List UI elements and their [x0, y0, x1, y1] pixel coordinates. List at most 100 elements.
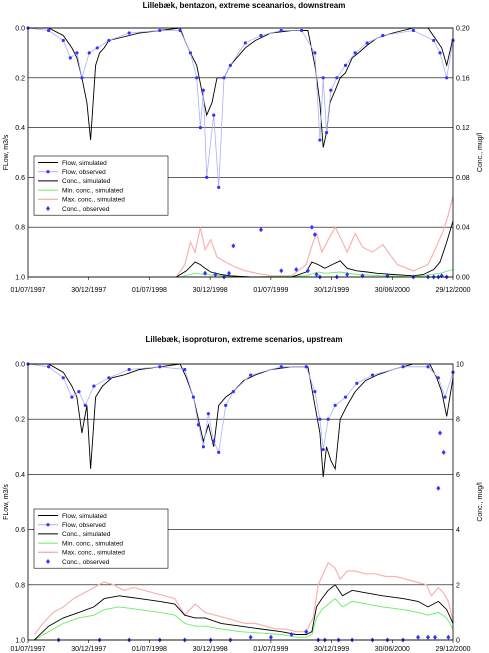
data-point	[289, 631, 294, 637]
right-tick-label: 0.04	[456, 225, 470, 232]
data-point	[206, 412, 210, 416]
legend-label: Conc., observed	[62, 206, 110, 213]
x-tick-label: 01/07/1997	[10, 646, 45, 653]
data-point	[360, 273, 365, 279]
data-point	[321, 76, 325, 80]
data-point	[107, 376, 111, 380]
data-point	[279, 268, 284, 274]
legend-marker	[46, 206, 50, 211]
series-conc-simulated	[176, 220, 454, 278]
data-point	[370, 373, 375, 377]
legend-label: Max. conc., simulated	[62, 197, 125, 204]
data-point	[326, 417, 330, 421]
y-axis-label-right: Conc., mug/l	[477, 482, 484, 522]
data-point	[80, 76, 84, 80]
data-point	[446, 634, 451, 640]
left-tick-label: 1.0	[15, 275, 25, 282]
left-tick-label: 0.2	[15, 417, 25, 424]
data-point	[203, 270, 208, 276]
legend-label: Conc., simulated	[62, 531, 111, 538]
x-tick-label: 30/06/2000	[375, 287, 410, 294]
legend-label: Flow, observed	[62, 522, 106, 529]
legend: Flow, simulated Flow, observed Conc., simu…	[33, 508, 169, 569]
data-point	[95, 46, 99, 50]
legend-marker	[46, 523, 50, 527]
series-conc-observed	[203, 224, 449, 280]
data-point	[343, 63, 348, 67]
left-tick-label: 0.6	[15, 527, 25, 534]
data-point	[61, 376, 65, 380]
data-point	[248, 634, 253, 640]
right-tick-label: 2	[456, 582, 460, 589]
series-line	[176, 220, 454, 278]
y-axis-label-left: FLow, m3/s	[3, 134, 10, 170]
data-point	[426, 634, 431, 640]
x-tick-label: 01/07/1999	[253, 646, 288, 653]
data-point	[268, 634, 273, 640]
x-tick-label: 30/12/1999	[314, 646, 349, 653]
series-max-conc-simulated	[175, 195, 454, 278]
series-line	[33, 561, 454, 635]
series-line	[28, 363, 454, 478]
data-point	[243, 41, 247, 45]
left-tick-label: 0.8	[15, 225, 25, 232]
series-flow-observed	[26, 26, 455, 189]
y-axis-label-right: Conc., mug/l	[477, 132, 484, 172]
data-point	[329, 88, 333, 92]
series-flow-simulated	[28, 27, 454, 148]
data-point	[411, 28, 415, 33]
data-point	[443, 395, 447, 399]
legend-label: Flow, observed	[62, 169, 106, 176]
data-point	[445, 76, 449, 80]
data-point	[313, 51, 317, 55]
data-point	[228, 63, 232, 67]
legend-label: Min. conc., simulated	[62, 187, 123, 194]
left-tick-label: 0.4	[15, 125, 25, 132]
right-tick-label: 0	[456, 638, 460, 645]
data-point	[47, 28, 51, 33]
data-point	[436, 485, 441, 491]
data-point	[305, 268, 310, 274]
data-point	[381, 33, 385, 38]
series-min-conc-simulated	[34, 597, 454, 641]
data-point	[92, 384, 96, 388]
legend-marker	[46, 559, 50, 564]
data-point	[70, 395, 74, 399]
data-point	[198, 126, 202, 130]
right-tick-label: 4	[456, 527, 460, 534]
x-tick-label: 01/07/1998	[132, 646, 167, 653]
legend-box	[33, 508, 169, 569]
data-point	[201, 88, 205, 92]
right-tick-label: 0.00	[456, 275, 470, 282]
series-line	[28, 27, 454, 148]
data-point	[441, 449, 446, 455]
left-tick-label: 0.8	[15, 582, 25, 589]
x-tick-label: 30/12/1998	[193, 287, 228, 294]
series-line	[33, 584, 454, 641]
data-point	[343, 395, 348, 399]
data-point	[231, 243, 236, 249]
plot-frame	[27, 27, 454, 278]
data-point	[107, 38, 111, 43]
x-tick-label: 01/07/1999	[253, 287, 288, 294]
data-point	[313, 390, 317, 394]
data-point	[294, 267, 299, 273]
chart-2: Lillebæk, isoproturon, extreme scenarios…	[3, 335, 484, 653]
data-point	[324, 130, 329, 135]
data-point	[365, 41, 369, 45]
left-tick-label: 0.0	[15, 362, 25, 369]
legend-label: Min. conc., simulated	[62, 540, 123, 547]
data-point	[249, 373, 253, 377]
data-point	[61, 38, 65, 43]
right-tick-label: 10	[456, 362, 464, 369]
data-point	[401, 365, 405, 369]
right-tick-label: 6	[456, 472, 460, 479]
data-point	[212, 113, 216, 117]
right-tick-label: 0.20	[456, 26, 470, 33]
data-point	[333, 403, 337, 407]
data-point	[416, 634, 421, 640]
data-point	[309, 224, 314, 230]
legend-label: Flow, simulated	[62, 160, 107, 167]
data-point	[188, 51, 193, 55]
